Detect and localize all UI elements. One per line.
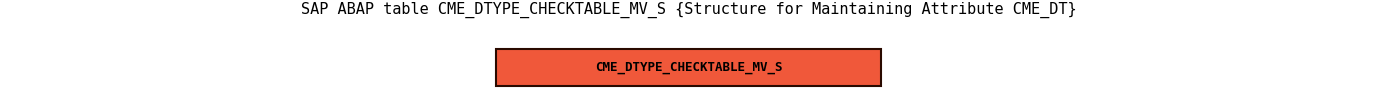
FancyBboxPatch shape xyxy=(496,49,881,86)
Text: SAP ABAP table CME_DTYPE_CHECKTABLE_MV_S {Structure for Maintaining Attribute CM: SAP ABAP table CME_DTYPE_CHECKTABLE_MV_S… xyxy=(300,2,1077,18)
Text: CME_DTYPE_CHECKTABLE_MV_S: CME_DTYPE_CHECKTABLE_MV_S xyxy=(595,61,782,74)
